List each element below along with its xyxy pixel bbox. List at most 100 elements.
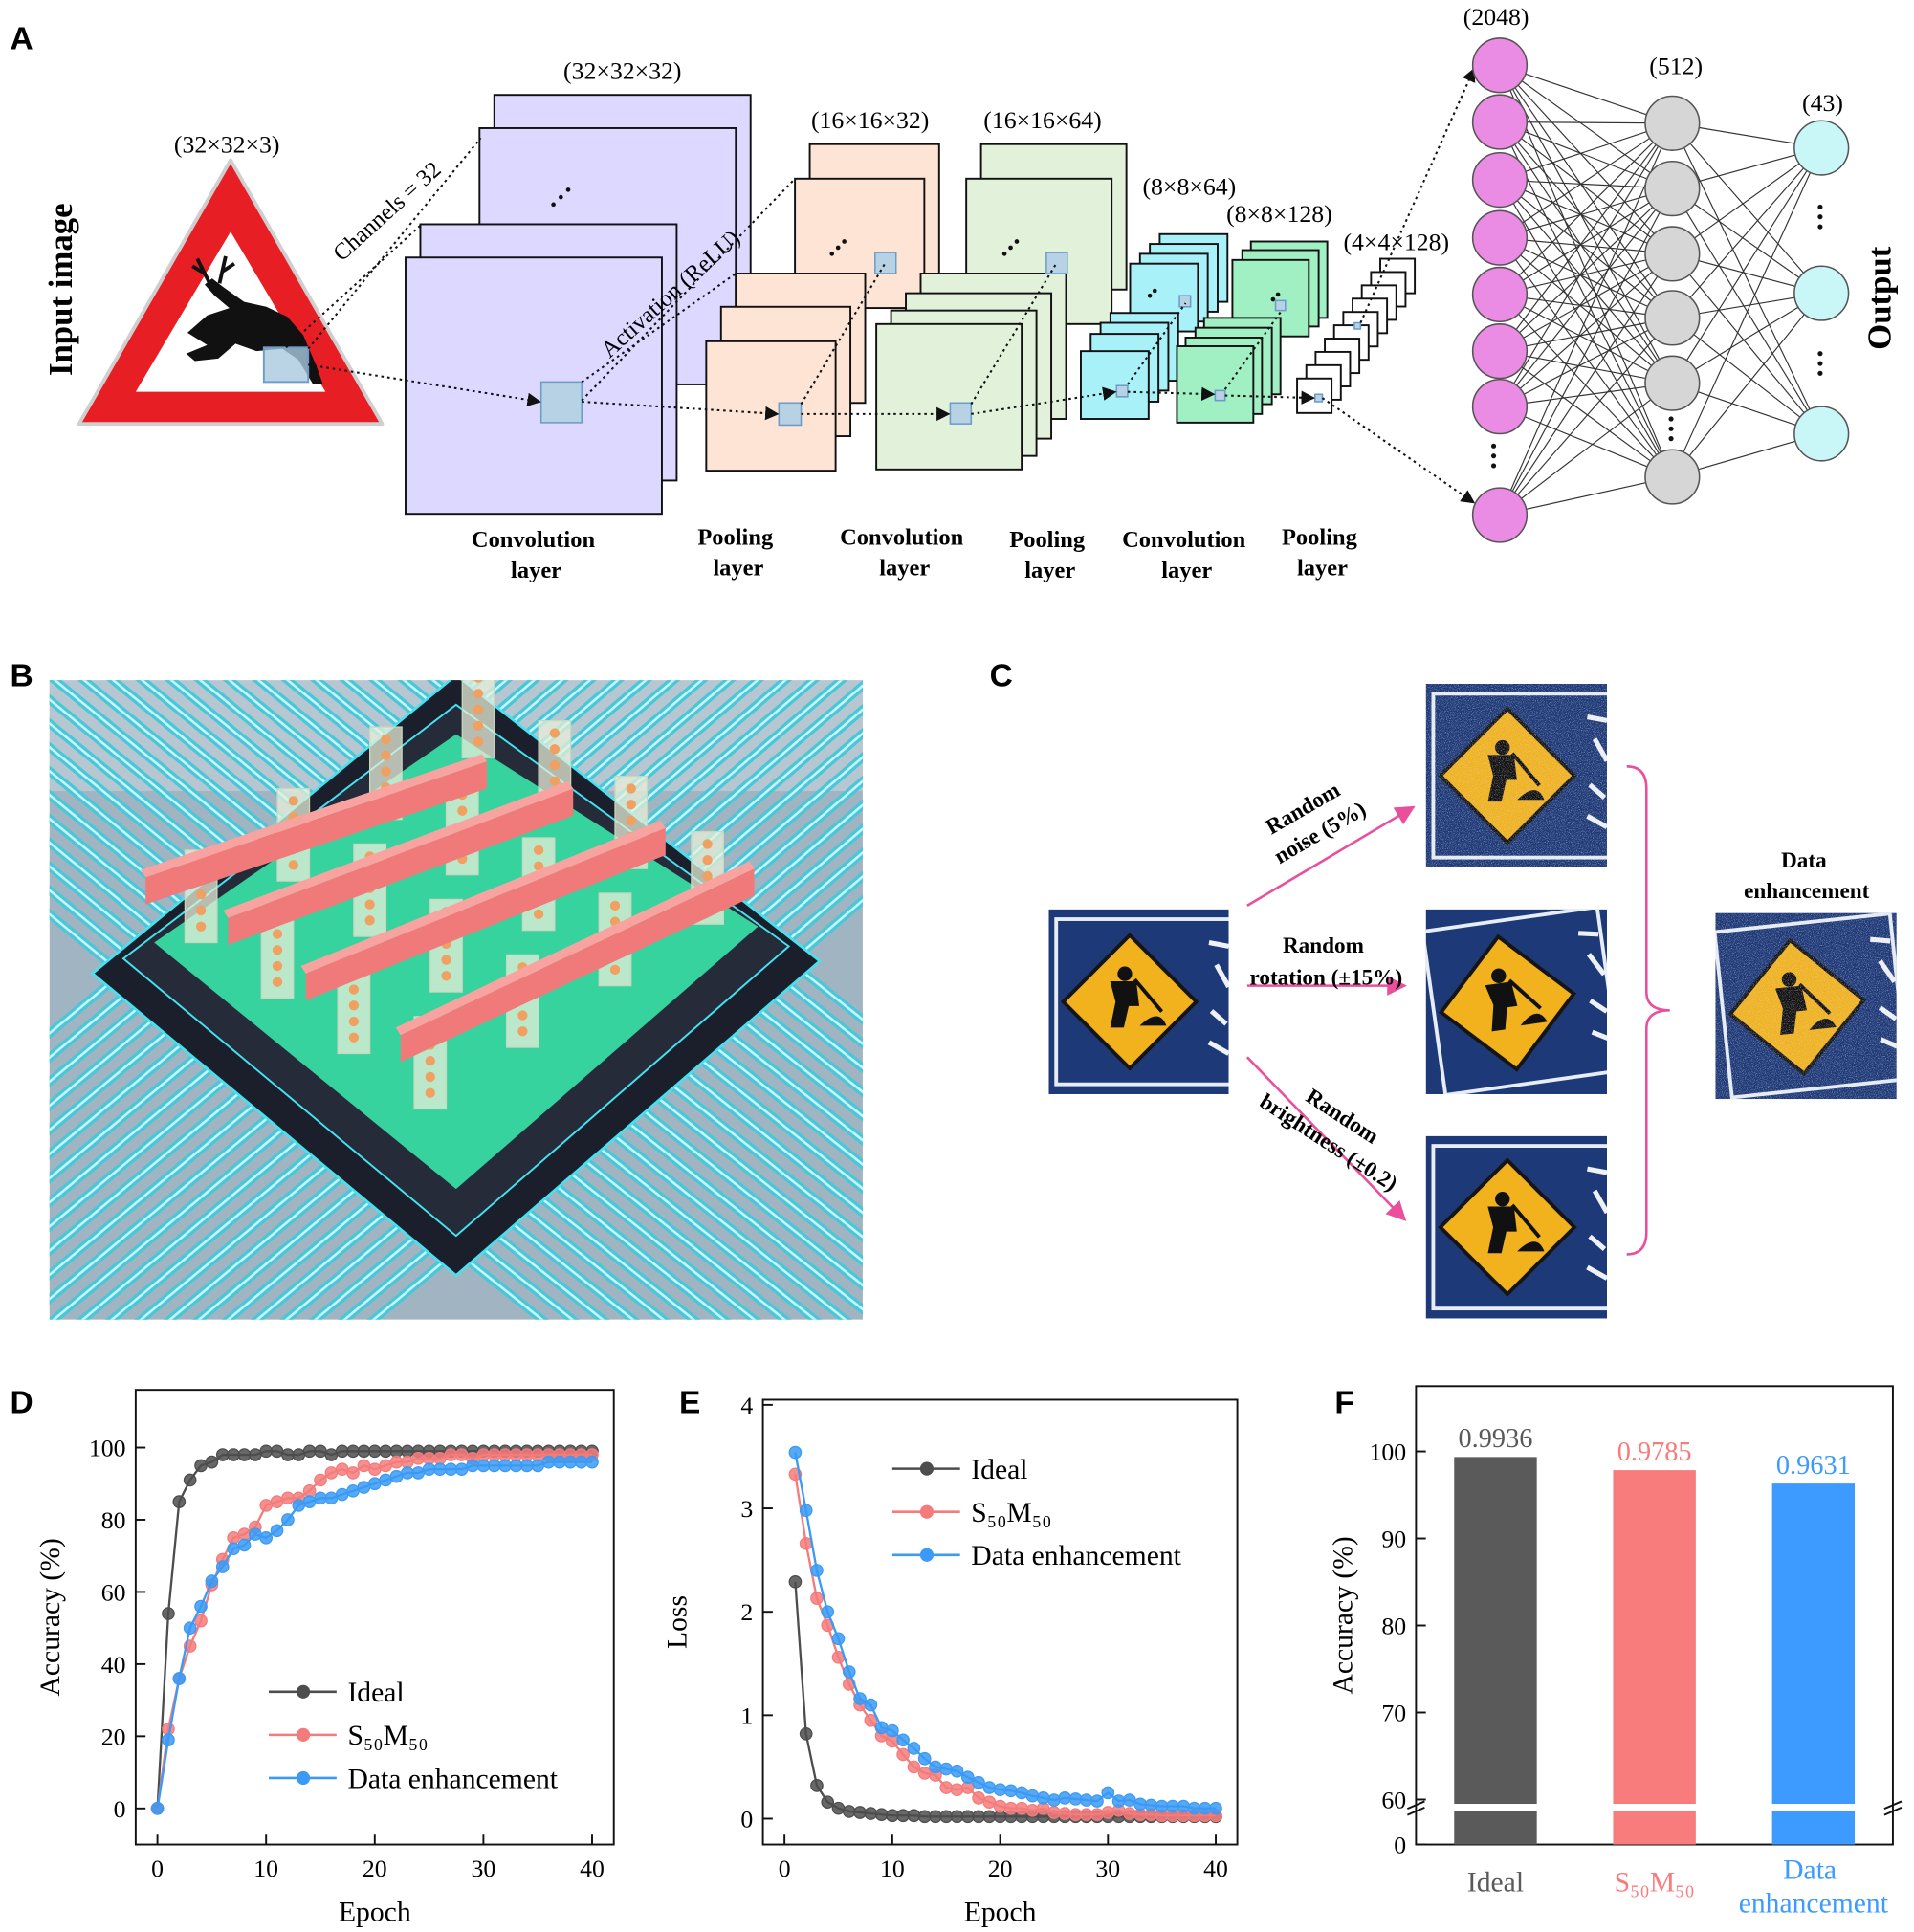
data-point (1090, 1808, 1104, 1821)
layer-label: Convolution layer (472, 527, 601, 583)
data-point (1079, 1808, 1093, 1821)
data-point (162, 1733, 175, 1746)
data-point (1058, 1807, 1072, 1820)
panel-label: B (10, 659, 33, 694)
legend-label: Data enhancement (347, 1764, 558, 1794)
legend-marker (296, 1684, 311, 1699)
wire-core (557, 680, 649, 757)
axis-break (1406, 1800, 1425, 1816)
data-point (1079, 1793, 1093, 1807)
data-point (270, 1444, 284, 1459)
ellipsis-dot (565, 187, 571, 192)
data-point (810, 1592, 824, 1605)
dense-link (1672, 187, 1822, 295)
data-point (917, 1751, 932, 1766)
y-tick-label: 0 (740, 1806, 753, 1833)
x-tick-label: 20 (363, 1855, 387, 1882)
feature-map (1176, 345, 1255, 424)
data-point (831, 1801, 846, 1815)
wire-core (53, 680, 253, 844)
feature-size: (8×8×64) (1142, 173, 1236, 201)
data-point (574, 1455, 588, 1469)
data-point (314, 1473, 327, 1487)
data-point (237, 1538, 252, 1552)
ellipsis-dot (835, 245, 841, 251)
data-point (1144, 1798, 1158, 1812)
data-point (874, 1808, 889, 1821)
ellipsis-dot (1275, 292, 1281, 297)
ion (348, 1016, 360, 1027)
value-label: 0.9785 (1617, 1438, 1692, 1467)
data-point (993, 1783, 1007, 1797)
data-point (270, 1495, 284, 1508)
connector (1127, 302, 1187, 385)
soil-pile (1517, 1241, 1545, 1252)
feature-size: (8×8×128) (1226, 200, 1332, 228)
wire-core (557, 1186, 726, 1320)
panel-label: C (990, 659, 1013, 694)
data-point (520, 1448, 534, 1461)
text-strokes (1207, 939, 1229, 1056)
ion (381, 766, 391, 777)
data-point (1036, 1791, 1050, 1805)
dense-link (1499, 350, 1673, 384)
data-point (281, 1448, 295, 1461)
data-point (498, 1459, 512, 1473)
dense-link (1499, 237, 1673, 254)
dense-link (1499, 237, 1673, 477)
sign-face (1425, 909, 1608, 1094)
ion (272, 929, 283, 939)
y-axis-label: Accuracy (%) (1328, 1536, 1358, 1694)
data-point (1047, 1793, 1061, 1807)
antlers (191, 255, 236, 287)
data-point (864, 1713, 878, 1727)
layer-label: Convolution layer (840, 524, 969, 581)
kernel (539, 381, 583, 424)
data-point (172, 1495, 187, 1508)
neuron (1793, 265, 1850, 321)
top-electrode (228, 788, 574, 946)
ion (272, 977, 283, 987)
neuron (1644, 226, 1701, 282)
worker-head (1117, 966, 1133, 981)
legend-label: S₅₀M₅₀ (971, 1498, 1051, 1528)
wire-core (513, 1223, 635, 1320)
neuron (1471, 379, 1529, 435)
wire-core (498, 1236, 605, 1320)
y-tick-label: 60 (1381, 1786, 1406, 1813)
ion (517, 1010, 528, 1021)
y-tick-label: 100 (1369, 1438, 1406, 1466)
dense-link (1671, 147, 1822, 318)
layer-label: Convolution layer (1122, 527, 1251, 583)
ion (441, 971, 451, 981)
data-point (422, 1462, 436, 1476)
ion (272, 960, 283, 972)
feature-map (875, 322, 1023, 471)
x-tick-label: S₅₀M₅₀ (1615, 1867, 1695, 1898)
dense-link (1499, 179, 1673, 318)
soil-pile (1520, 1013, 1548, 1026)
wire-core (803, 898, 863, 951)
top-electrode (400, 868, 755, 1063)
ion (288, 860, 298, 870)
data-point (541, 1455, 556, 1469)
data-point (292, 1448, 306, 1461)
top-electrode (305, 827, 666, 1001)
data-point (389, 1444, 404, 1459)
data-point (520, 1459, 534, 1473)
ellipsis-dot (1152, 288, 1157, 294)
dense-link (1499, 121, 1673, 384)
top-electrode-edge (300, 820, 666, 974)
data-point (205, 1574, 219, 1588)
dense-link (1499, 406, 1673, 478)
ion (425, 1071, 435, 1083)
data-point (1101, 1786, 1115, 1800)
ion (473, 704, 484, 715)
data-point (411, 1466, 426, 1480)
data-point (1047, 1806, 1061, 1819)
y-tick-label: 3 (740, 1495, 753, 1523)
dense-link (1671, 122, 1822, 434)
legend-label: Data enhancement (971, 1541, 1181, 1571)
wire-core (746, 1022, 863, 1118)
ion (272, 945, 283, 955)
